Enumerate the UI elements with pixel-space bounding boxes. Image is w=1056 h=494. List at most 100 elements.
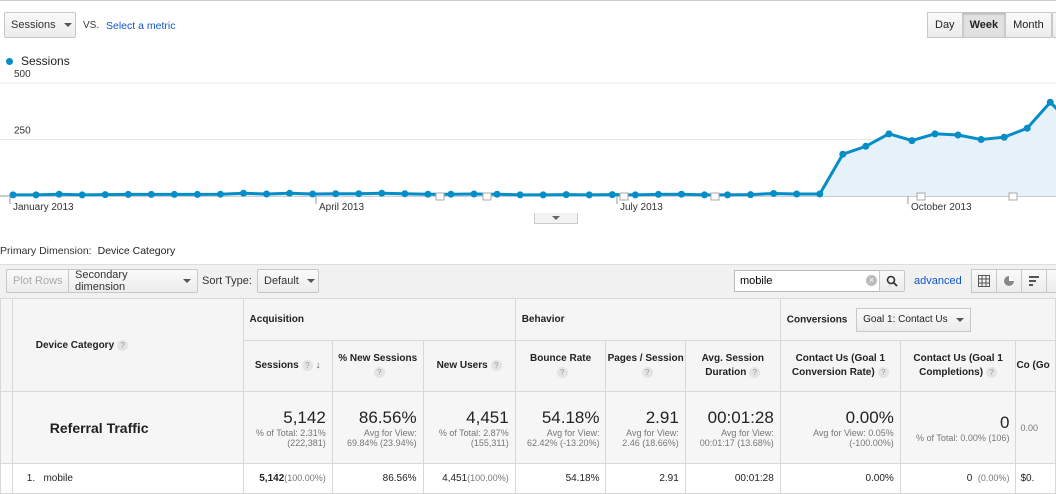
data-point[interactable] (401, 190, 408, 197)
help-icon[interactable]: ? (642, 367, 653, 378)
secondary-dimension-select[interactable]: Secondary dimension (68, 269, 198, 293)
data-point[interactable] (586, 191, 593, 198)
data-point[interactable] (609, 191, 616, 198)
data-point[interactable] (678, 191, 685, 198)
advanced-filter-link[interactable]: advanced (914, 275, 962, 287)
data-point[interactable] (1001, 134, 1008, 141)
data-point[interactable] (839, 151, 846, 158)
col-label: Pages / Session (608, 353, 684, 364)
total-sub: Avg for View: 69.84% (23.94%) (333, 428, 417, 448)
data-point[interactable] (309, 190, 316, 197)
help-icon[interactable]: ? (302, 360, 313, 371)
data-point[interactable] (1024, 125, 1031, 132)
data-point[interactable] (171, 191, 178, 198)
data-point[interactable] (701, 191, 708, 198)
col-new-sessions[interactable]: % New Sessions? (332, 341, 423, 392)
data-point[interactable] (447, 191, 454, 198)
sort-type-select[interactable]: Default (257, 269, 319, 293)
data-point[interactable] (56, 191, 63, 198)
data-point[interactable] (378, 190, 385, 197)
data-point[interactable] (885, 130, 892, 137)
data-point[interactable] (424, 191, 431, 198)
help-icon[interactable]: ? (117, 340, 128, 351)
data-point[interactable] (125, 191, 132, 198)
data-table-view-button[interactable] (971, 269, 997, 293)
col-pages-session[interactable]: Pages / Session? (606, 341, 685, 392)
annotation-marker-icon[interactable] (1009, 193, 1017, 200)
data-point[interactable] (286, 190, 293, 197)
data-point[interactable] (655, 191, 662, 198)
data-point[interactable] (563, 191, 570, 198)
data-point[interactable] (793, 190, 800, 197)
data-point[interactable] (978, 136, 985, 143)
data-point[interactable] (355, 190, 362, 197)
col-label: New Users (437, 360, 488, 371)
help-icon[interactable]: ? (878, 367, 889, 378)
data-point[interactable] (240, 190, 247, 197)
table-row[interactable]: 1. mobile 5,142(100.00%) 86.56% 4,451(10… (1, 464, 1056, 494)
period-month-button[interactable]: Month (1005, 12, 1052, 38)
data-point[interactable] (747, 191, 754, 198)
col-bounce-rate[interactable]: Bounce Rate? (515, 341, 606, 392)
clear-search-icon[interactable]: × (866, 275, 877, 286)
collapse-chart-handle[interactable] (534, 213, 578, 224)
data-point[interactable] (33, 191, 40, 198)
data-point[interactable] (724, 191, 731, 198)
plot-rows-button[interactable]: Plot Rows (6, 269, 70, 293)
data-point[interactable] (263, 190, 270, 197)
data-point[interactable] (632, 191, 639, 198)
search-button[interactable] (879, 270, 905, 292)
data-point[interactable] (194, 191, 201, 198)
performance-view-button[interactable] (1021, 269, 1047, 293)
data-point[interactable] (1047, 99, 1054, 106)
help-icon[interactable]: ? (557, 367, 568, 378)
col-completions[interactable]: Contact Us (Goal 1 Completions)? (900, 341, 1016, 392)
col-new-users[interactable]: New Users? (423, 341, 515, 392)
help-icon[interactable]: ? (749, 367, 760, 378)
total-value: 0.00% (781, 408, 894, 428)
col-goal-value[interactable]: Co (Go (1016, 341, 1056, 392)
comparison-view-button[interactable] (1046, 269, 1056, 293)
data-point[interactable] (955, 131, 962, 138)
annotation-marker-icon[interactable] (917, 193, 925, 200)
annotation-marker-icon[interactable] (711, 193, 719, 200)
select-metric-link[interactable]: Select a metric (106, 20, 175, 32)
data-point[interactable] (148, 191, 155, 198)
primary-dimension-value[interactable]: Device Category (98, 245, 176, 257)
select-all-cell[interactable] (1, 299, 13, 392)
data-point[interactable] (862, 143, 869, 150)
data-point[interactable] (494, 191, 501, 198)
data-point[interactable] (517, 191, 524, 198)
annotation-marker-icon[interactable] (620, 193, 628, 200)
data-point[interactable] (816, 190, 823, 197)
dimension-header[interactable]: Device Category? (12, 299, 243, 392)
data-point[interactable] (102, 191, 109, 198)
data-point[interactable] (471, 190, 478, 197)
data-point[interactable] (332, 190, 339, 197)
chart-options-button[interactable] (1052, 12, 1056, 38)
annotation-marker-icon[interactable] (483, 193, 491, 200)
pie-view-button[interactable] (996, 269, 1022, 293)
metric-select[interactable]: Sessions (4, 12, 76, 38)
goal-select[interactable]: Goal 1: Contact Us (856, 308, 970, 332)
annotation-marker-icon[interactable] (436, 193, 444, 200)
data-point[interactable] (79, 191, 86, 198)
table-search-input[interactable] (734, 270, 884, 292)
col-conversion-rate[interactable]: Contact Us (Goal 1 Conversion Rate)? (780, 341, 900, 392)
period-week-button[interactable]: Week (962, 12, 1007, 38)
row-checkbox[interactable] (1, 464, 13, 494)
col-sessions[interactable]: Sessions? ↓ (243, 341, 332, 392)
data-point[interactable] (10, 191, 17, 198)
data-point[interactable] (540, 191, 547, 198)
row-dimension-link[interactable]: mobile (43, 473, 72, 484)
help-icon[interactable]: ? (374, 367, 385, 378)
col-avg-duration[interactable]: Avg. Session Duration? (685, 341, 780, 392)
data-point[interactable] (770, 190, 777, 197)
data-point[interactable] (908, 137, 915, 144)
period-day-button[interactable]: Day (927, 12, 963, 38)
help-icon[interactable]: ? (491, 360, 502, 371)
data-point[interactable] (932, 130, 939, 137)
help-icon[interactable]: ? (986, 367, 997, 378)
data-point[interactable] (217, 191, 224, 198)
